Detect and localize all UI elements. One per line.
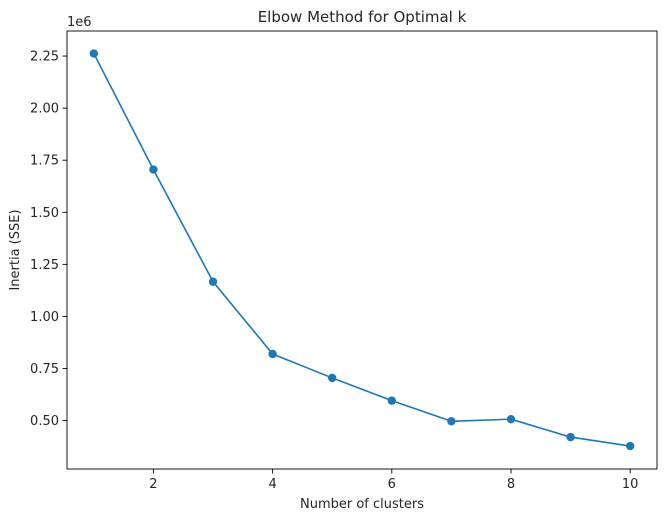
plot-axes: 2 4 6 8 10 0.50 0.75 1.00 1.25 1.50 1.75 2.00 2.25 <box>30 30 658 492</box>
data-point <box>625 441 635 451</box>
data-point <box>447 417 456 426</box>
y-tick-label: 1.75 <box>30 154 59 169</box>
x-axis-label: Number of clusters <box>300 497 424 512</box>
axes-frame <box>66 30 658 470</box>
y-tick-label: 0.50 <box>30 414 59 429</box>
data-point <box>328 373 337 383</box>
data-point <box>149 165 158 174</box>
plot-area <box>89 49 635 451</box>
x-tick-label: 4 <box>268 477 276 492</box>
data-point <box>506 414 516 424</box>
y-tick-label: 0.75 <box>30 362 59 377</box>
x-tick-label: 10 <box>622 477 639 492</box>
y-tick-label: 2.00 <box>30 102 59 117</box>
data-point <box>208 277 218 286</box>
y-axis-label: Inertia (SSE) <box>8 209 23 290</box>
x-tick-label: 8 <box>507 477 515 492</box>
data-point <box>387 396 396 405</box>
series-line <box>93 52 631 447</box>
y-tick-label: 2.25 <box>30 50 59 65</box>
data-point <box>566 432 575 442</box>
y-tick-label: 1.00 <box>30 310 59 325</box>
chart-title: Elbow Method for Optimal k <box>258 8 467 26</box>
y-axis-offset-label: 1e6 <box>67 15 92 30</box>
x-tick-label: 6 <box>388 477 396 492</box>
data-point <box>268 349 277 359</box>
y-tick-label: 1.25 <box>30 258 59 273</box>
x-tick-label: 2 <box>149 477 157 492</box>
data-point <box>89 49 99 58</box>
y-tick-label: 1.50 <box>30 206 59 221</box>
